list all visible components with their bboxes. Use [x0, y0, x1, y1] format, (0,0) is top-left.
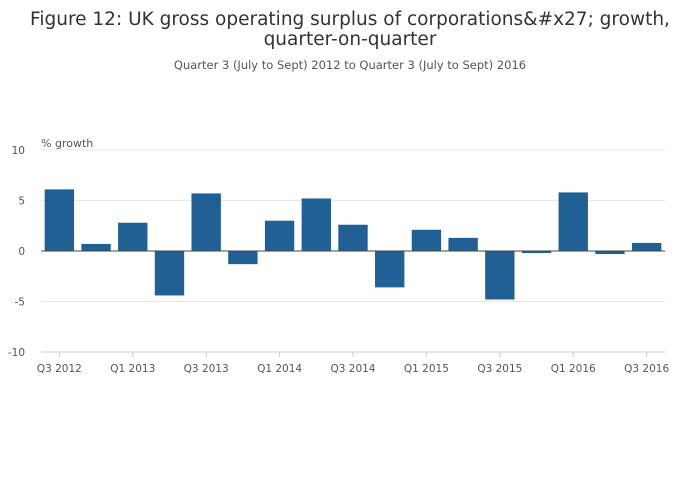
bar [595, 251, 625, 255]
x-tick-label: Q1 2015 [404, 363, 449, 375]
bar [301, 198, 331, 251]
bar [264, 220, 295, 251]
y-tick-label: -5 [15, 297, 25, 309]
chart-subtitle: Quarter 3 (July to Sept) 2012 to Quarter… [174, 58, 526, 72]
x-tick-label: Q1 2016 [551, 363, 596, 375]
x-tick-label: Q1 2014 [257, 363, 302, 375]
bar [228, 251, 258, 265]
x-tick-label: Q3 2013 [184, 363, 229, 375]
bar [411, 229, 442, 251]
axes: 10 5 0 -5 -10 Q3 2012 Q1 2013 Q3 2013 Q1 2014 Q3 … [8, 145, 670, 375]
bar [558, 192, 588, 251]
bar [44, 189, 75, 251]
y-tick-label: 5 [18, 196, 25, 208]
y-tick-label: 0 [18, 246, 25, 258]
bar [338, 224, 368, 251]
x-tick-label: Q3 2016 [624, 363, 669, 375]
x-tick-label: Q3 2015 [477, 363, 522, 375]
x-tick-label: Q1 2013 [110, 363, 155, 375]
bar [631, 242, 662, 251]
bar [118, 222, 148, 251]
chart-title-line1: Figure 12: UK gross operating surplus of… [30, 9, 670, 30]
bars [44, 189, 662, 300]
bar [521, 251, 552, 254]
bar [81, 243, 111, 251]
x-tick-label: Q3 2012 [37, 363, 82, 375]
bar [154, 251, 185, 296]
y-axis-label: % growth [41, 137, 93, 150]
bar [191, 193, 221, 251]
bar [375, 251, 405, 288]
y-tick-label: -10 [8, 347, 25, 359]
bar [448, 237, 478, 251]
x-tick-label: Q3 2014 [330, 363, 375, 375]
bar [485, 251, 515, 300]
chart-title-line2: quarter-on-quarter [264, 29, 437, 50]
y-tick-label: 10 [12, 145, 25, 157]
